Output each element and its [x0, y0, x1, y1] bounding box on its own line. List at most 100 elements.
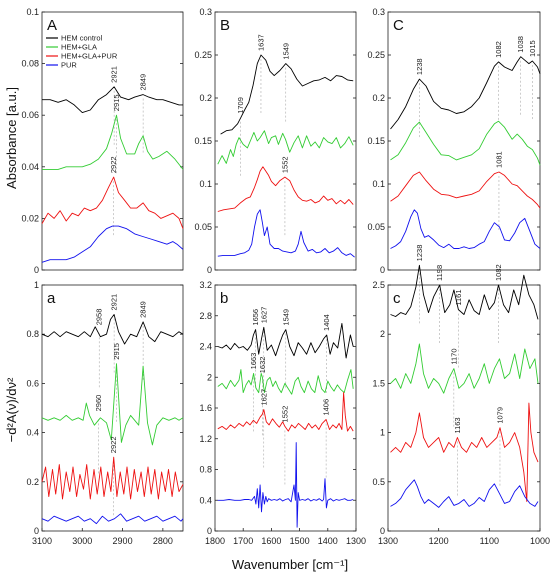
- y-tick-label: 0.1: [199, 179, 212, 189]
- peak-label: 2922: [109, 156, 118, 173]
- y-tick-label: 0.4: [26, 428, 39, 438]
- series-line-hem-gla-pur: [390, 402, 539, 502]
- y-tick-label: 0: [380, 526, 385, 536]
- peak-label: 1238: [415, 245, 424, 262]
- panel-C: 0 0.05 0.1 0.15 0.2 0.25 0.3 1238 1082 1038 1015 10…: [367, 7, 541, 275]
- x-tick-label: 1200: [429, 536, 449, 546]
- series-line-hem-control: [217, 322, 354, 359]
- series-line-hem-gla-pur: [41, 456, 184, 500]
- panel-letter: c: [393, 290, 401, 307]
- peak-label: 2849: [139, 301, 148, 318]
- y-tick-label: 0.05: [194, 222, 212, 232]
- legend-entry: HEM+GLA: [61, 43, 97, 52]
- y-tick-label: 0: [34, 526, 39, 536]
- series-line-pur: [390, 479, 539, 508]
- x-tick-label: 1800: [205, 536, 225, 546]
- series-line-hem-control: [390, 264, 539, 320]
- series-line-pur: [390, 209, 541, 249]
- peak-label: 1161: [454, 289, 463, 305]
- series-line-pur: [41, 513, 184, 525]
- series-line-hem-gla: [217, 369, 354, 395]
- panel-letter: A: [47, 17, 57, 34]
- peak-label: 2921: [110, 294, 119, 311]
- y-tick-label: 1.2: [199, 434, 212, 444]
- x-tick-label: 1700: [233, 536, 253, 546]
- peak-label: 1552: [280, 156, 289, 173]
- peak-label: 1238: [415, 58, 424, 75]
- peak-label: 2960: [94, 395, 103, 412]
- series-line-hem-gla-pur: [390, 171, 541, 209]
- y-tick-label: 0.1: [372, 179, 385, 189]
- series-line-hem-gla: [42, 114, 184, 170]
- peak-label: 2921: [110, 66, 119, 83]
- y-tick-label: 0.15: [194, 136, 212, 146]
- panel-c: 0 0.5 1 1.5 2 2.5 1300 1200 1100 1000 1238 1198 1161…: [372, 245, 550, 546]
- y-tick-label: 2.5: [372, 280, 385, 290]
- series-line-hem-control: [390, 56, 541, 130]
- y-tick-label: 0.2: [26, 477, 39, 487]
- panel-letter: B: [220, 17, 230, 34]
- y-tick-label: 0.06: [21, 110, 39, 120]
- panel-B: 0 0.05 0.1 0.15 0.2 0.25 0.3 1709 1637 1549 1552 B: [194, 7, 357, 275]
- y-tick-label: 0.15: [367, 136, 385, 146]
- panel-letter: a: [47, 290, 56, 307]
- peak-label: 1627: [259, 389, 268, 406]
- y-tick-label: 0: [380, 265, 385, 275]
- x-tick-label: 1400: [318, 536, 338, 546]
- series-line-hem-gla: [217, 130, 354, 165]
- peak-label: 2849: [139, 74, 148, 91]
- x-tick-label: 2900: [113, 536, 133, 546]
- peak-label: 1637: [256, 34, 265, 51]
- series-line-hem-control: [41, 314, 184, 345]
- y-tick-label: 0.8: [199, 465, 212, 475]
- y-tick-label: 2.4: [199, 342, 212, 352]
- panel-b: 0 0.4 0.8 1.2 1.6 2 2.4 2.8 3.2 1800 1700 1600 1500 1…: [199, 280, 366, 546]
- y-tick-label: 0.3: [372, 7, 385, 17]
- series-line-hem-gla-pur: [217, 392, 354, 432]
- legend-entry: PUR: [61, 61, 77, 70]
- peak-label: 1549: [281, 43, 290, 60]
- y-tick-label: 2: [380, 329, 385, 339]
- series-line-hem-control: [42, 86, 183, 114]
- y-tick-label: 0.25: [194, 50, 212, 60]
- y-tick-label: 0.08: [21, 59, 39, 69]
- legend-entry: HEM+GLA+PUR: [61, 52, 118, 61]
- y-tick-label: 0.2: [199, 93, 212, 103]
- peak-label: 1015: [528, 40, 537, 57]
- series-line-hem-control: [220, 54, 354, 135]
- y-tick-label: 2: [207, 372, 212, 382]
- peak-label: 1038: [516, 36, 525, 53]
- y-tick-label: 0.4: [199, 495, 212, 505]
- panel-letter: b: [220, 290, 228, 307]
- peak-label: 2915: [112, 343, 121, 360]
- peak-label: 2915: [112, 95, 121, 112]
- x-tick-label: 1100: [480, 536, 499, 546]
- y-tick-label: 2.8: [199, 311, 212, 321]
- series-line-hem-gla-pur: [41, 176, 184, 229]
- y-tick-label: 1.6: [199, 403, 212, 413]
- y-tick-label: 0.8: [26, 329, 39, 339]
- series-line-pur: [217, 442, 354, 528]
- panel-a: 0 0.2 0.4 0.6 0.8 1 3100 3000 2900 2800 2958 2921 28…: [26, 280, 184, 546]
- peak-label: 1549: [281, 309, 290, 326]
- legend-entry: HEM control: [61, 34, 103, 43]
- y-axis-label-top: Absorbance [a.u.]: [4, 87, 19, 189]
- x-tick-label: 1300: [346, 536, 366, 546]
- panel-letter: C: [393, 17, 404, 34]
- peak-label: 1404: [322, 314, 331, 331]
- peak-label: 1079: [495, 407, 504, 424]
- series-line-hem-gla: [41, 363, 184, 446]
- y-tick-label: 0.04: [21, 162, 39, 172]
- peak-label: 1170: [449, 348, 458, 364]
- x-tick-label: 3000: [72, 536, 92, 546]
- plot-frame: [387, 284, 541, 532]
- y-tick-label: 3.2: [199, 280, 212, 290]
- y-tick-label: 0.25: [367, 50, 385, 60]
- peak-label: 1406: [322, 399, 331, 416]
- y-tick-label: 0: [207, 265, 212, 275]
- y-axis-label-bottom: −d²A(ν)/dν²: [4, 377, 19, 442]
- y-tick-label: 0: [207, 526, 212, 536]
- y-tick-label: 0: [34, 265, 39, 275]
- series-line-hem-gla-pur: [217, 166, 354, 212]
- peak-label: 2958: [95, 309, 104, 326]
